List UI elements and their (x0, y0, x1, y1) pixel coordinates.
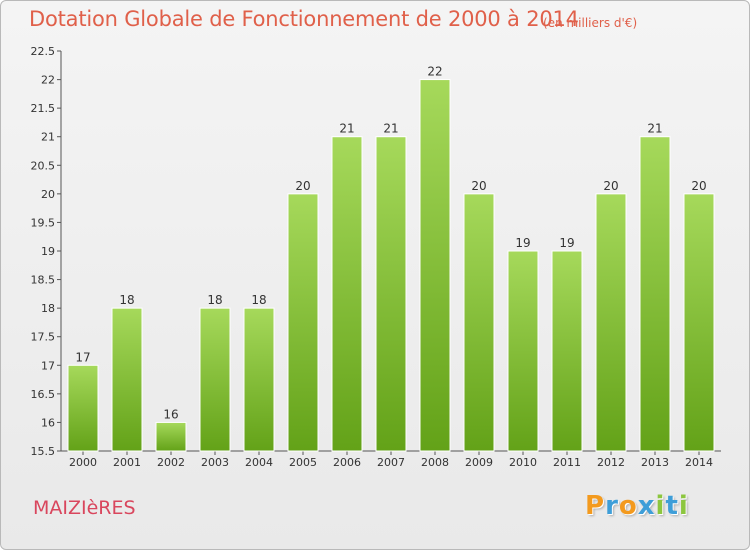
y-tick-label: 17.5 (31, 331, 56, 344)
bar-2014 (683, 193, 715, 452)
data-label: 18 (119, 293, 134, 307)
bar-2011 (551, 250, 583, 452)
data-label: 18 (207, 293, 222, 307)
x-tick-label: 2011 (553, 456, 581, 469)
data-label: 18 (251, 293, 266, 307)
logo-letter: i (655, 491, 666, 521)
bar-2000 (67, 364, 99, 452)
x-tick-label: 2010 (509, 456, 537, 469)
y-tick-label: 18 (41, 302, 55, 315)
bar-2010 (507, 250, 539, 452)
x-tick-label: 2007 (377, 456, 405, 469)
x-tick-label: 2005 (289, 456, 317, 469)
data-label: 19 (515, 236, 530, 250)
bar-2006 (331, 136, 363, 452)
logo-letter: t (665, 491, 679, 521)
bar-2002 (155, 421, 187, 452)
y-tick-label: 15.5 (31, 445, 56, 458)
bar-2013 (639, 136, 671, 452)
proxiti-logo[interactable]: Proxiti (585, 491, 689, 521)
data-label: 20 (603, 179, 618, 193)
x-tick-label: 2013 (641, 456, 669, 469)
bar-2012 (595, 193, 627, 452)
y-tick-label: 17 (41, 359, 55, 372)
y-tick-label: 22.5 (31, 45, 56, 58)
logo-letter: r (605, 491, 619, 521)
bar-2004 (243, 307, 275, 452)
x-tick-label: 2008 (421, 456, 449, 469)
bar-2001 (111, 307, 143, 452)
logo-letter: x (637, 491, 656, 521)
y-tick-label: 20.5 (31, 159, 56, 172)
x-tick-label: 2004 (245, 456, 273, 469)
bar-2003 (199, 307, 231, 452)
data-label: 16 (163, 407, 178, 421)
data-label: 22 (427, 65, 442, 79)
y-tick-label: 16.5 (31, 388, 56, 401)
data-label: 20 (691, 179, 706, 193)
x-tick-label: 2012 (597, 456, 625, 469)
y-tick-label: 20 (41, 188, 55, 201)
data-label: 20 (471, 179, 486, 193)
y-tick-label: 19.5 (31, 216, 56, 229)
y-tick-label: 16 (41, 416, 55, 429)
logo-letter: o (618, 491, 638, 521)
y-tick-label: 21.5 (31, 102, 56, 115)
data-label: 21 (339, 122, 354, 136)
chart-title: Dotation Globale de Fonctionnement de 20… (29, 7, 579, 31)
chart-unit: (en milliers d'€) (543, 16, 638, 30)
bar-2008 (419, 79, 451, 452)
x-tick-label: 2009 (465, 456, 493, 469)
data-label: 19 (559, 236, 574, 250)
commune-name: MAIZIèRES (33, 497, 136, 519)
y-tick-label: 18.5 (31, 274, 56, 287)
logo-letter: P (585, 491, 606, 521)
x-tick-label: 2001 (113, 456, 141, 469)
x-tick-label: 2006 (333, 456, 361, 469)
bar-2009 (463, 193, 495, 452)
bar-2005 (287, 193, 319, 452)
x-tick-label: 2000 (69, 456, 97, 469)
x-tick-label: 2003 (201, 456, 229, 469)
data-label: 21 (383, 122, 398, 136)
y-tick-label: 22 (41, 74, 55, 87)
data-label: 20 (295, 179, 310, 193)
y-tick-label: 21 (41, 131, 55, 144)
x-tick-label: 2014 (685, 456, 713, 469)
x-tick-label: 2002 (157, 456, 185, 469)
data-label: 17 (75, 350, 90, 364)
data-label: 21 (647, 122, 662, 136)
y-tick-label: 19 (41, 245, 55, 258)
logo-letter: i (678, 491, 689, 521)
bar-2007 (375, 136, 407, 452)
